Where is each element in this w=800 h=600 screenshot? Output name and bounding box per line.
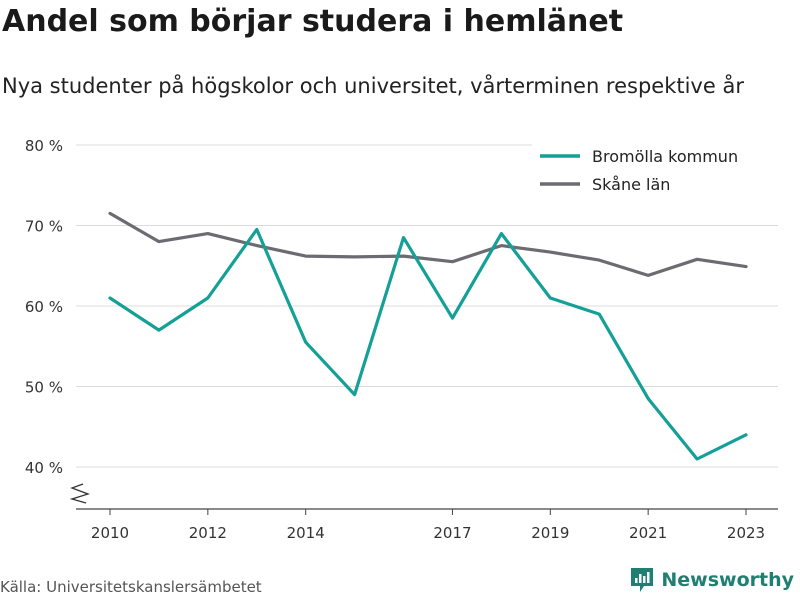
source-note: Källa: Universitetskanslersämbetet xyxy=(0,578,262,596)
brand-name: Newsworthy xyxy=(661,569,794,591)
chart-title: Andel som börjar studera i hemlänet xyxy=(2,4,624,39)
axis-break-icon xyxy=(69,483,91,504)
x-tick-label: 2023 xyxy=(727,524,765,542)
y-tick-label: 80 % xyxy=(25,137,63,155)
legend-label: Bromölla kommun xyxy=(592,147,738,166)
y-tick-label: 70 % xyxy=(25,218,63,236)
y-tick-label: 60 % xyxy=(25,298,63,316)
x-tick-label: 2014 xyxy=(287,524,325,542)
legend-background xyxy=(532,140,778,204)
newsworthy-logo-icon xyxy=(631,568,654,592)
x-tick-label: 2021 xyxy=(629,524,667,542)
x-tick-label: 2019 xyxy=(531,524,569,542)
legend-layer: Bromölla kommun Skåne län xyxy=(532,140,778,204)
legend-label: Skåne län xyxy=(592,175,670,194)
grid-layer xyxy=(76,144,778,468)
x-tick-label: 2010 xyxy=(91,524,129,542)
x-tick-label: 2017 xyxy=(433,524,471,542)
x-tick-label: 2012 xyxy=(189,524,227,542)
brand-logo[interactable]: Newsworthy xyxy=(629,566,794,594)
series-line xyxy=(108,227,748,461)
axis-layer: 80 % 70 % 60 % 50 % 40 % 2010 2012 2014 2017 2019… xyxy=(25,137,778,542)
series-line xyxy=(108,211,748,277)
chart-subtitle: Nya studenter på högskolor och universit… xyxy=(2,74,744,98)
series-layer xyxy=(108,211,748,461)
y-tick-label: 40 % xyxy=(25,459,63,477)
y-tick-label: 50 % xyxy=(25,379,63,397)
